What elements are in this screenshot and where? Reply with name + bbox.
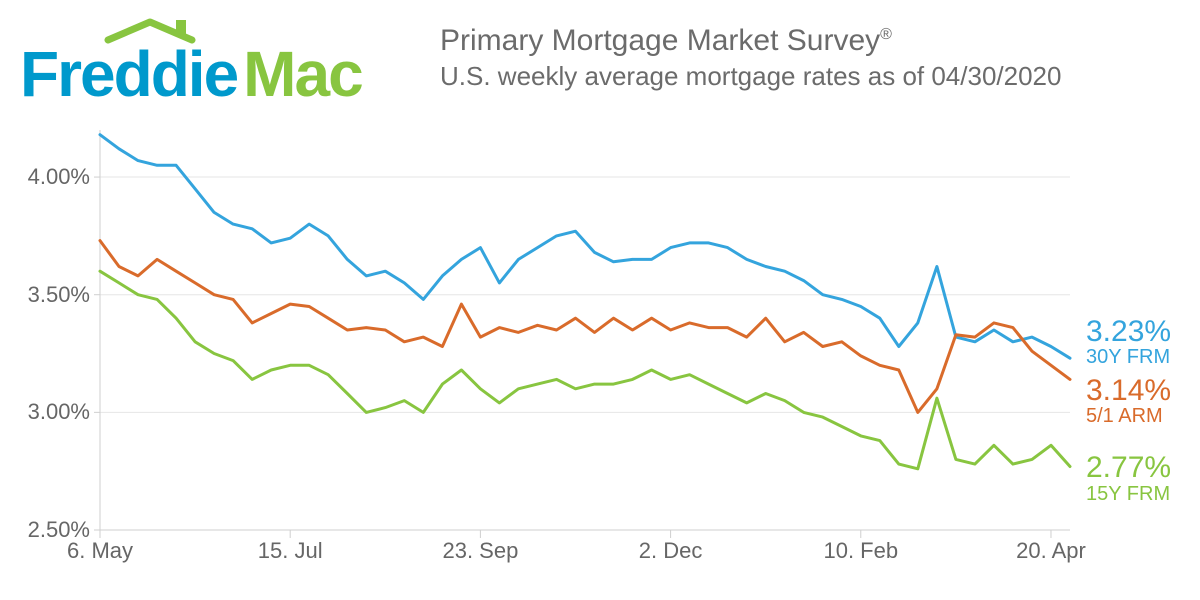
- series-end-name: 15Y FRM: [1086, 483, 1171, 504]
- x-axis-tick-label: 15. Jul: [258, 538, 323, 564]
- series-end-value: 3.14%: [1086, 374, 1171, 406]
- freddie-mac-logo: FreddieMac: [20, 18, 400, 108]
- series-end-label-5-1-arm: 3.14%5/1 ARM: [1086, 374, 1171, 427]
- chart-titles: Primary Mortgage Market Survey® U.S. wee…: [440, 24, 1061, 92]
- chart-title-sup: ®: [880, 26, 892, 43]
- chart-svg: [0, 120, 1200, 600]
- x-axis-tick-label: 2. Dec: [639, 538, 703, 564]
- series-end-value: 3.23%: [1086, 316, 1171, 348]
- series-end-name: 5/1 ARM: [1086, 406, 1171, 427]
- svg-text:FreddieMac: FreddieMac: [20, 38, 362, 108]
- logo-word-1: Freddie: [20, 38, 238, 108]
- x-axis-tick-label: 23. Sep: [442, 538, 518, 564]
- x-axis-tick-label: 6. May: [67, 538, 133, 564]
- series-end-value: 2.77%: [1086, 452, 1171, 484]
- y-axis-tick-label: 3.50%: [10, 282, 90, 308]
- line-chart: 2.50%3.00%3.50%4.00%6. May15. Jul23. Sep…: [0, 120, 1200, 600]
- chart-subtitle: U.S. weekly average mortgage rates as of…: [440, 61, 1061, 92]
- logo-icon: FreddieMac: [20, 18, 400, 108]
- y-axis-tick-label: 4.00%: [10, 164, 90, 190]
- y-axis-tick-label: 3.00%: [10, 399, 90, 425]
- series-end-name: 30Y FRM: [1086, 347, 1171, 368]
- logo-word-2: Mac: [243, 38, 362, 108]
- chart-title-text: Primary Mortgage Market Survey: [440, 24, 880, 57]
- chart-title: Primary Mortgage Market Survey®: [440, 24, 1061, 57]
- series-end-label-15y-frm: 2.77%15Y FRM: [1086, 452, 1171, 505]
- x-axis-tick-label: 10. Feb: [823, 538, 898, 564]
- chart-header: FreddieMac Primary Mortgage Market Surve…: [20, 18, 1180, 118]
- x-axis-tick-label: 20. Apr: [1016, 538, 1086, 564]
- series-end-label-30y-frm: 3.23%30Y FRM: [1086, 316, 1171, 369]
